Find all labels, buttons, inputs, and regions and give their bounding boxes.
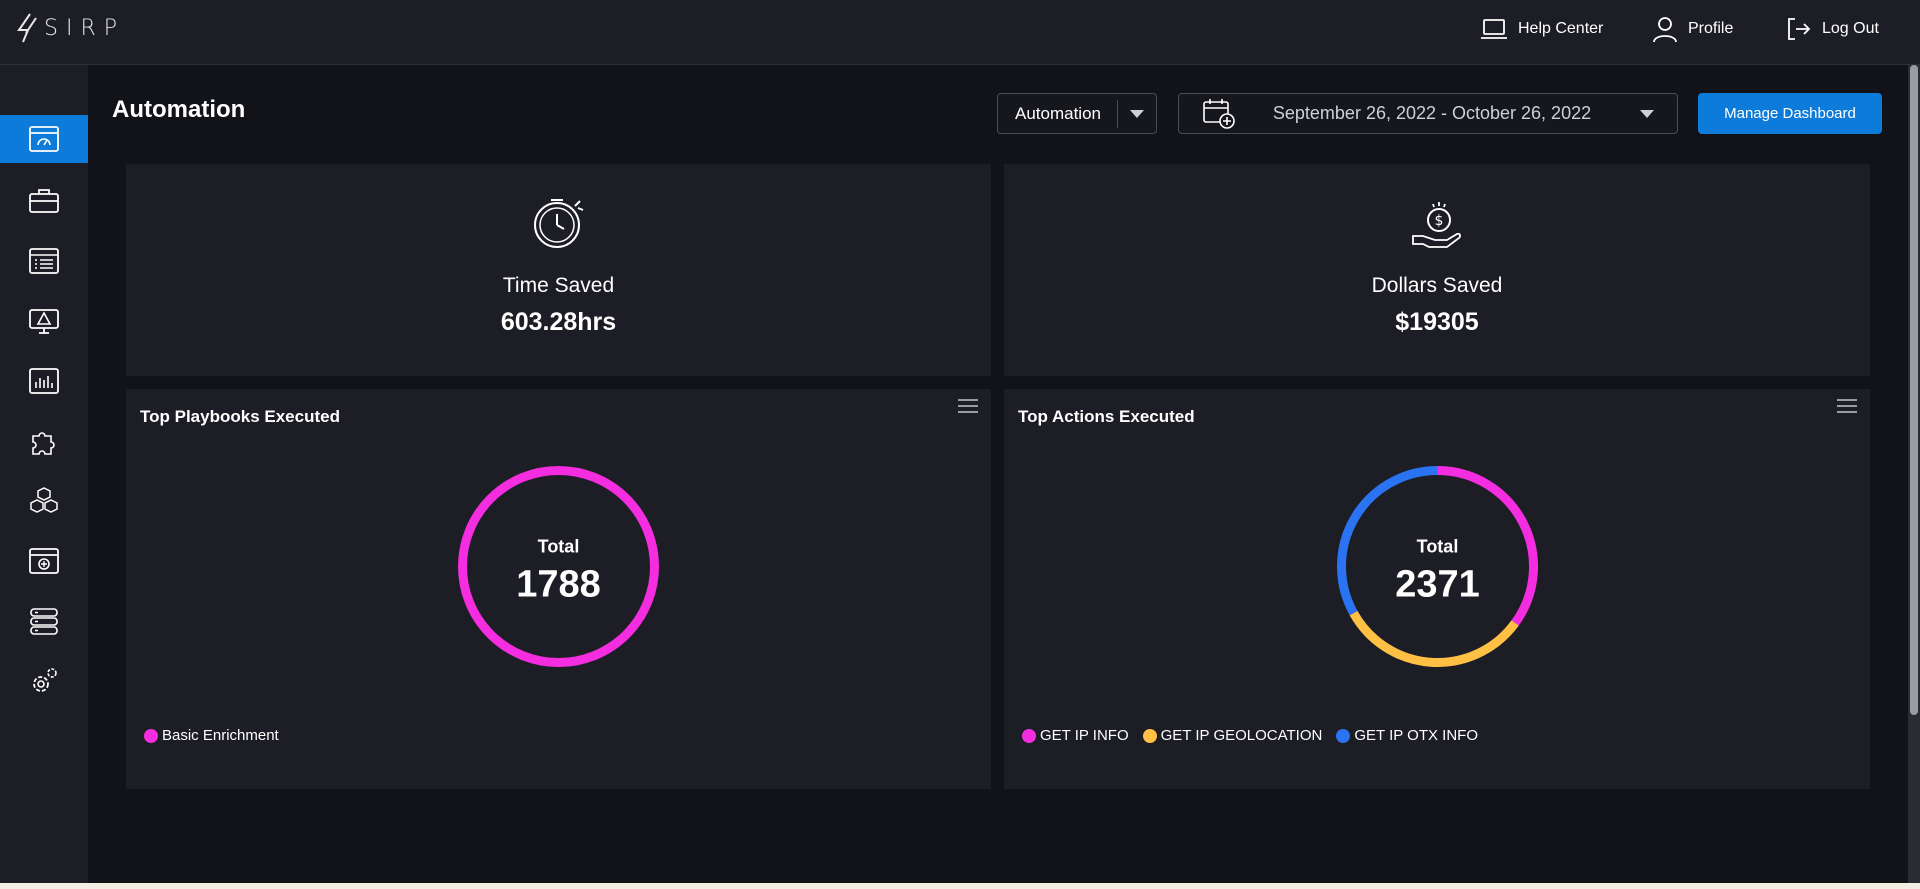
database-icon bbox=[30, 608, 58, 635]
legend-item[interactable]: GET IP GEOLOCATION bbox=[1142, 727, 1323, 744]
sidebar-item-lists[interactable] bbox=[0, 237, 88, 285]
donut-slice[interactable] bbox=[1337, 466, 1438, 616]
logo-text: SIRP bbox=[44, 15, 126, 41]
legend-marker bbox=[144, 728, 158, 743]
donut-chart: Total 2371 bbox=[1337, 466, 1538, 667]
time-saved-value: 603.28hrs bbox=[500, 308, 617, 336]
legend-label: Basic Enrichment bbox=[162, 727, 279, 744]
sidebar-item-cases[interactable] bbox=[0, 177, 88, 225]
donut-center-value: 2371 bbox=[1395, 564, 1480, 606]
time-saved-card: Time Saved 603.28hrs bbox=[126, 164, 991, 376]
dashboard-icon bbox=[29, 126, 59, 152]
logout-label: Log Out bbox=[1822, 20, 1879, 37]
date-range-value: September 26, 2022 - October 26, 2022 bbox=[1272, 103, 1592, 123]
stopwatch-icon bbox=[534, 199, 584, 248]
legend-marker bbox=[1022, 728, 1036, 743]
cubes-icon bbox=[30, 487, 58, 513]
hamburger-menu-icon[interactable] bbox=[957, 397, 979, 415]
legend-marker bbox=[1142, 728, 1157, 743]
sidebar-item-alerts[interactable] bbox=[0, 297, 88, 345]
integrations-icon bbox=[29, 548, 59, 574]
briefcase-icon bbox=[29, 189, 59, 213]
sidebar-item-apps[interactable] bbox=[0, 417, 88, 465]
chart-legend: Basic Enrichment bbox=[144, 727, 279, 744]
date-range-picker[interactable]: September 26, 2022 - October 26, 2022 bbox=[1178, 93, 1678, 134]
donut-slice[interactable] bbox=[1437, 466, 1538, 626]
sidebar-item-reports[interactable] bbox=[0, 357, 88, 405]
logo[interactable]: SIRP bbox=[16, 12, 125, 44]
donut-slice[interactable] bbox=[1349, 610, 1519, 667]
logout-link[interactable]: Log Out bbox=[1786, 14, 1879, 44]
sidebar-item-integrations[interactable] bbox=[0, 537, 88, 585]
dollars-saved-card: $ Dollars Saved $19305 bbox=[1004, 164, 1870, 376]
scrollbar-thumb[interactable] bbox=[1910, 65, 1918, 715]
donut-slice[interactable] bbox=[458, 466, 659, 667]
select-divider bbox=[1117, 99, 1118, 128]
help-center-link[interactable]: Help Center bbox=[1480, 14, 1603, 44]
top-actions-card: Top Actions Executed Total 2371 GET IP IN… bbox=[1004, 389, 1870, 789]
legend-item[interactable]: Basic Enrichment bbox=[144, 727, 279, 744]
sidebar-item-data[interactable] bbox=[0, 597, 88, 645]
chart-title: Top Playbooks Executed bbox=[140, 407, 340, 426]
money-hand-icon: $ bbox=[1412, 202, 1461, 248]
bar-chart-icon bbox=[29, 368, 59, 394]
sidebar-item-settings[interactable] bbox=[0, 657, 88, 705]
donut-center-label: Total bbox=[1417, 537, 1459, 557]
legend-item[interactable]: GET IP OTX INFO bbox=[1336, 727, 1478, 744]
calendar-add-icon bbox=[1191, 98, 1247, 130]
legend-label: GET IP GEOLOCATION bbox=[1160, 727, 1323, 744]
dollars-saved-value: $19305 bbox=[1395, 308, 1479, 336]
profile-label: Profile bbox=[1688, 20, 1734, 37]
chart-title: Top Actions Executed bbox=[1018, 407, 1195, 426]
dollars-saved-label: Dollars Saved bbox=[1371, 274, 1503, 297]
puzzle-icon bbox=[32, 432, 55, 455]
chart-legend: GET IP INFO GET IP GEOLOCATION GET IP OT… bbox=[1022, 727, 1478, 744]
list-icon bbox=[29, 248, 59, 274]
donut-chart: Total 1788 bbox=[458, 466, 659, 667]
monitor-alert-icon bbox=[29, 309, 59, 334]
top-playbooks-card: Top Playbooks Executed Total 1788 Basic E… bbox=[126, 389, 991, 789]
svg-text:$: $ bbox=[1435, 213, 1444, 229]
top-bar: SIRP Help Center Profile Log Out bbox=[0, 0, 1920, 65]
donut-center-value: 1788 bbox=[516, 564, 601, 606]
legend-item[interactable]: GET IP INFO bbox=[1022, 727, 1129, 744]
chevron-down-icon[interactable] bbox=[1118, 109, 1156, 118]
settings-icon bbox=[33, 668, 57, 692]
page-title: Automation bbox=[112, 96, 246, 123]
hamburger-menu-icon[interactable] bbox=[1836, 397, 1858, 415]
profile-link[interactable]: Profile bbox=[1652, 14, 1733, 44]
user-icon bbox=[1653, 17, 1677, 43]
sidebar-item-modules[interactable] bbox=[0, 477, 88, 525]
help-center-label: Help Center bbox=[1518, 20, 1604, 37]
sidebar bbox=[0, 65, 88, 889]
window-bottom-edge bbox=[0, 883, 1920, 889]
sidebar-item-dashboard[interactable] bbox=[0, 115, 88, 163]
manage-dashboard-button[interactable]: Manage Dashboard bbox=[1698, 93, 1882, 134]
donut-center-label: Total bbox=[538, 537, 580, 557]
legend-marker bbox=[1336, 728, 1351, 743]
logout-icon bbox=[1788, 18, 1811, 40]
dashboard-select-value: Automation bbox=[1015, 103, 1101, 123]
laptop-icon bbox=[1481, 19, 1507, 39]
legend-label: GET IP INFO bbox=[1040, 727, 1129, 744]
legend-label: GET IP OTX INFO bbox=[1354, 727, 1478, 744]
dashboard-select[interactable]: Automation bbox=[997, 93, 1157, 134]
chevron-down-icon bbox=[1617, 109, 1677, 118]
time-saved-label: Time Saved bbox=[502, 274, 615, 297]
scrollbar[interactable] bbox=[1908, 65, 1920, 885]
logo-mark-icon bbox=[17, 13, 37, 43]
